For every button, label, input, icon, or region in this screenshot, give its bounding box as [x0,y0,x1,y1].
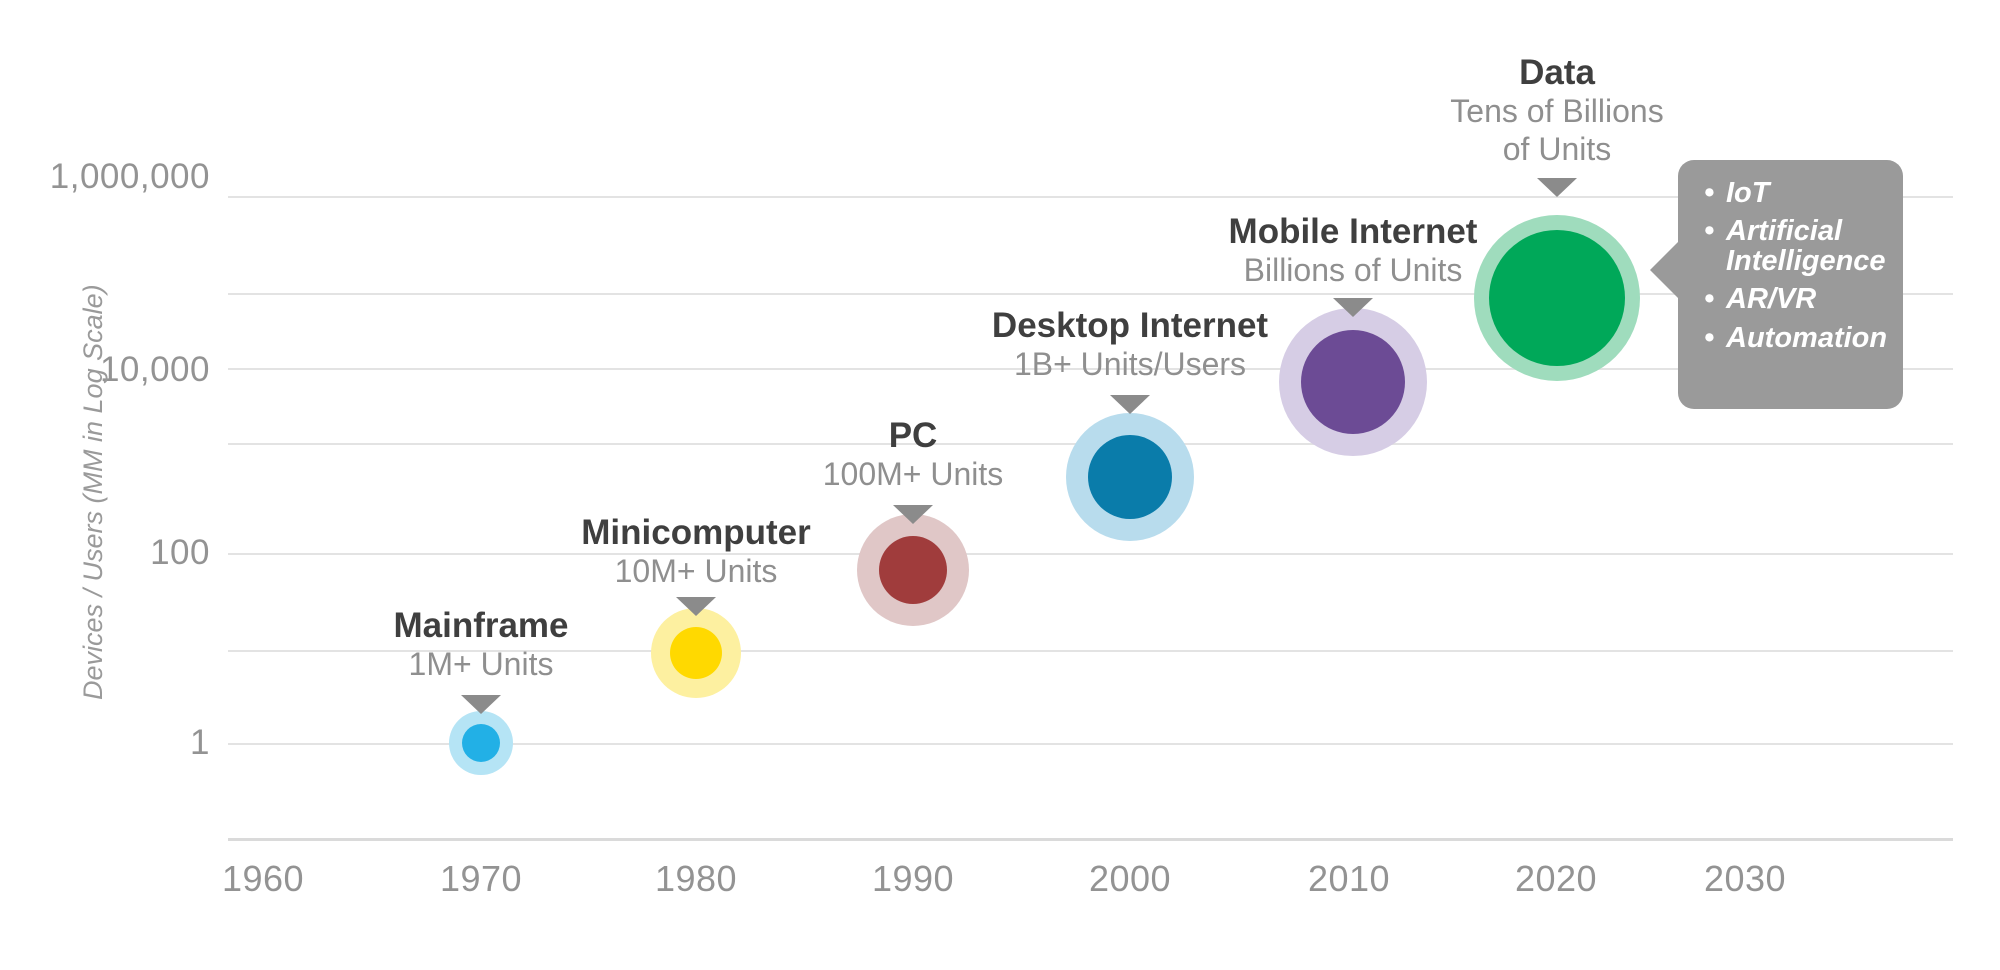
pointer-triangle-mobile-internet [1333,298,1373,317]
callout-item-label: IoT [1726,177,1770,209]
bubble-desktop-internet[interactable] [1088,435,1172,519]
gridline-minor-1 [228,293,1953,295]
annotation-sub-desktop-internet: 1B+ Units/Users [1013,346,1247,383]
y-tick-100: 100 [150,533,210,572]
x-tick-1980: 1980 [654,858,738,899]
bubble-data[interactable] [1489,230,1625,366]
x-tick-2000: 2000 [1088,858,1172,899]
pointer-triangle-minicomputer [676,597,716,616]
x-tick-1990: 1990 [871,858,955,899]
annotation-desktop-internet: Desktop Internet 1B+ Units/Users [992,305,1268,384]
gridline-minor-3 [228,650,1953,652]
annotation-sub-mobile-internet: Billions of Units [1243,252,1463,289]
callout-item-label: Automation [1726,321,1888,354]
x-tick-1970: 1970 [439,858,523,899]
bubble-minicomputer[interactable] [670,627,722,679]
y-tick-10000: 10,000 [99,350,210,389]
bullet-icon: • [1704,283,1715,316]
bubble-mobile-internet[interactable] [1301,330,1405,434]
x-tick-1960: 1960 [221,858,305,899]
y-tick-1: 1 [190,723,210,762]
bubble-mainframe[interactable] [462,724,500,762]
callout-box[interactable]: • IoT • Artificial Intelligence • AR/VR … [1678,160,1903,409]
x-tick-2020: 2020 [1514,858,1598,899]
x-axis-line [228,838,1953,841]
annotation-title-pc: PC [888,416,938,455]
bullet-icon: • [1704,177,1715,209]
bullet-icon: • [1704,215,1715,248]
pointer-triangle-desktop-internet [1110,395,1150,414]
gridline-100 [228,553,1953,555]
gridline-1 [228,743,1953,745]
bubble-pc[interactable] [879,536,947,604]
annotation-data: Data Tens of Billions of Units [1450,52,1663,169]
annotation-minicomputer: Minicomputer 10M+ Units [581,512,810,591]
annotation-mainframe: Mainframe 1M+ Units [393,605,568,684]
x-tick-2010: 2010 [1307,858,1391,899]
callout-item: • AR/VR [1704,284,1877,314]
y-axis-label: Devices / Users (MM in Log Scale) [78,284,108,700]
callout-item: • Automation [1704,321,1887,354]
annotation-title-desktop-internet: Desktop Internet [991,306,1269,345]
gridline-10000 [228,368,1953,370]
annotation-title-data: Data [1519,53,1595,92]
annotation-sub-data: Tens of Billions of Units [1450,93,1664,168]
annotation-title-minicomputer: Minicomputer [581,513,811,552]
annotation-title-mainframe: Mainframe [393,606,569,645]
callout-item: • Artificial Intelligence [1704,215,1886,276]
y-tick-1000000: 1,000,000 [49,157,210,196]
annotation-sub-minicomputer: 10M+ Units [614,553,778,590]
callout-item: • IoT [1704,178,1877,208]
pointer-triangle-mainframe [461,695,501,714]
annotation-sub-mainframe: 1M+ Units [408,646,554,683]
bullet-icon: • [1704,321,1715,354]
annotation-pc: PC 100M+ Units [823,415,1004,494]
annotation-title-mobile-internet: Mobile Internet [1228,212,1478,251]
callout-item-label: AR/VR [1726,283,1817,316]
callout-item-label: Artificial Intelligence [1726,215,1886,278]
pointer-triangle-pc [893,505,933,524]
annotation-sub-pc: 100M+ Units [822,456,1004,493]
callout-arrow-icon [1650,240,1680,300]
pointer-triangle-data [1537,178,1577,197]
annotation-mobile-internet: Mobile Internet Billions of Units [1229,211,1478,290]
gridline-1000000 [228,196,1953,198]
x-tick-2030: 2030 [1703,858,1787,899]
